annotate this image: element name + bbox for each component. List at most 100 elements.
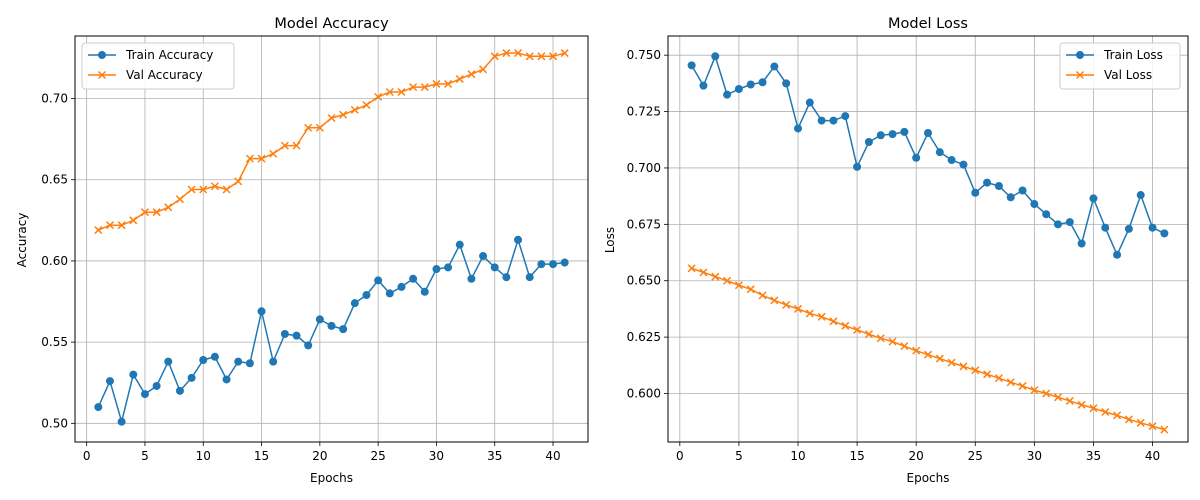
data-point-val — [687, 264, 696, 273]
grid-lines — [75, 36, 588, 442]
data-point-val — [152, 208, 161, 217]
legend: Train Accuracy Val Accuracy — [81, 42, 235, 90]
data-point-train — [234, 357, 243, 366]
data-point-val — [269, 149, 278, 158]
x-tick-label: 25 — [968, 449, 983, 463]
data-point-train — [339, 325, 348, 334]
data-point-train — [746, 80, 755, 89]
data-point-val — [292, 141, 301, 150]
y-tick-label: 0.700 — [627, 161, 661, 175]
legend-item-val: Val Accuracy — [88, 68, 203, 82]
data-point-val — [853, 325, 862, 334]
y-tick-label: 0.600 — [627, 387, 661, 401]
data-point-val — [327, 113, 336, 123]
y-tick-label: 0.750 — [627, 48, 661, 62]
data-point-train — [723, 90, 732, 99]
y-tick-label: 0.725 — [627, 105, 661, 119]
data-point-val — [514, 49, 523, 58]
legend-item-train: Train Loss — [1066, 48, 1163, 62]
legend-swatch-train — [1066, 51, 1094, 59]
legend-swatch-val — [1066, 70, 1094, 80]
data-point-train — [1077, 239, 1086, 248]
data-point-val — [490, 52, 499, 61]
data-point-val — [525, 52, 534, 61]
data-point-val — [805, 309, 814, 318]
x-axis-label: Epochs — [907, 471, 950, 485]
x-tick-label: 40 — [545, 449, 560, 463]
data-point-train — [397, 282, 406, 291]
data-point-train — [129, 370, 138, 379]
data-point-train — [140, 390, 149, 399]
data-point-val — [923, 350, 933, 359]
data-point-val — [304, 123, 313, 132]
data-point-train — [304, 341, 313, 350]
data-point-train — [362, 291, 371, 300]
data-point-train — [420, 287, 429, 296]
legend-marker — [1076, 51, 1084, 59]
legend-marker — [98, 51, 106, 59]
data-point-train — [222, 375, 231, 384]
legend-label-train: Train Accuracy — [125, 48, 213, 62]
data-point-train — [467, 274, 476, 283]
data-point-val — [959, 362, 968, 371]
data-point-val — [1077, 400, 1086, 409]
y-tick-label: 0.55 — [41, 335, 68, 349]
data-point-train — [479, 252, 488, 261]
data-point-val — [971, 366, 980, 375]
loss-chart: Model Loss Epochs Loss 0 5 10 15 20 25 30 35 400… — [603, 16, 1189, 485]
data-point-val — [339, 110, 348, 119]
data-point-val — [817, 312, 826, 321]
data-point-train — [1030, 200, 1039, 209]
data-point-train — [502, 273, 511, 282]
data-point-train — [1101, 223, 1110, 232]
data-point-train — [292, 331, 301, 340]
x-tick-label: 30 — [1027, 449, 1042, 463]
data-point-val — [374, 92, 383, 101]
data-point-train — [876, 131, 885, 140]
data-point-val — [983, 370, 992, 379]
y-tick-label: 0.675 — [627, 217, 661, 231]
data-point-val — [864, 330, 873, 339]
data-point-val — [746, 285, 755, 294]
legend-swatch-val — [88, 70, 116, 80]
data-point-train — [444, 263, 453, 272]
data-point-val — [1101, 407, 1110, 417]
plot-frame — [74, 35, 589, 443]
data-point-train — [175, 386, 184, 395]
data-point-val — [1148, 422, 1157, 431]
x-tick-label: 35 — [1086, 449, 1101, 463]
data-point-train — [549, 260, 558, 269]
data-point-val — [876, 334, 885, 343]
data-point-train — [409, 274, 418, 283]
data-point-val — [793, 304, 803, 313]
data-point-val — [420, 83, 429, 92]
data-point-val — [129, 216, 138, 225]
data-point-train — [1113, 250, 1122, 259]
data-point-train — [711, 52, 720, 61]
data-point-val — [397, 87, 406, 97]
legend-item-val: Val Loss — [1066, 68, 1152, 82]
legend-box — [81, 42, 235, 90]
x-tick-label: 10 — [790, 449, 805, 463]
series-markers — [94, 49, 569, 426]
axis-ticks: 0 5 10 15 20 25 30 35 40 0.50 0.55 0.60 0.65 0.70 — [41, 92, 560, 463]
legend-label-val: Val Accuracy — [126, 68, 203, 82]
x-axis-label: Epochs — [310, 471, 353, 485]
data-point-val — [935, 354, 944, 363]
data-point-train — [817, 116, 826, 125]
data-point-val — [234, 177, 243, 186]
chart-title: Model Loss — [888, 16, 968, 32]
data-point-val — [1042, 389, 1051, 398]
data-point-train — [853, 162, 862, 171]
legend-label-train: Train Loss — [1103, 48, 1163, 62]
data-point-train — [1124, 224, 1133, 233]
data-point-val — [1136, 418, 1145, 427]
data-point-train — [782, 79, 791, 88]
data-point-val — [723, 276, 732, 285]
data-point-train — [455, 240, 464, 249]
data-point-train — [1148, 223, 1157, 232]
data-point-train — [947, 156, 956, 165]
data-point-val — [900, 342, 909, 351]
legend-label-val: Val Loss — [1104, 68, 1152, 82]
